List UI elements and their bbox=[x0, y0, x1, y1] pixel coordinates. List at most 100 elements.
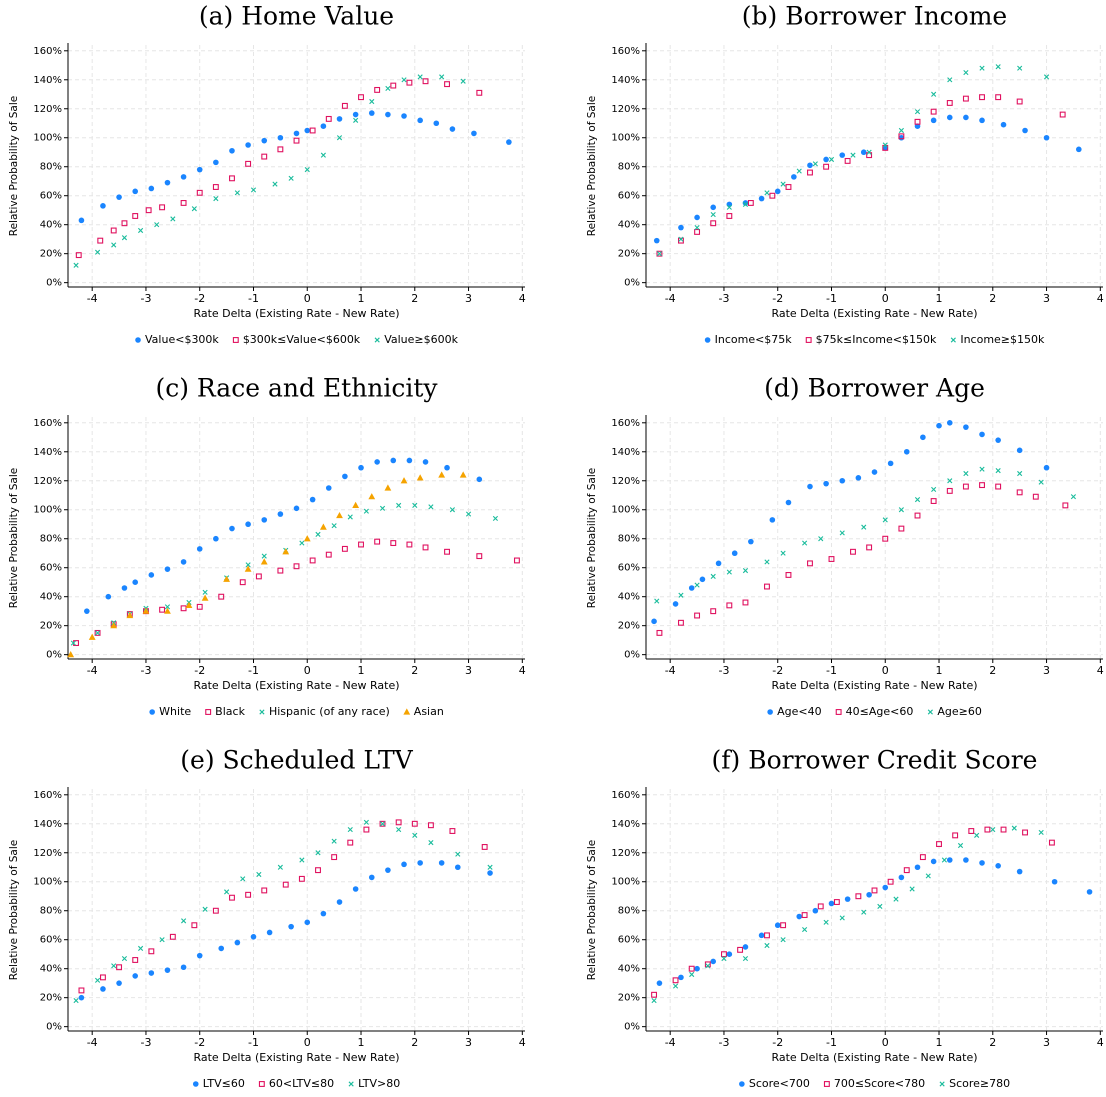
point bbox=[261, 887, 268, 894]
point bbox=[460, 78, 466, 84]
legend-label: Asian bbox=[414, 705, 444, 718]
point bbox=[73, 262, 79, 268]
point bbox=[710, 608, 717, 615]
point bbox=[715, 560, 722, 567]
point bbox=[1043, 464, 1050, 471]
point bbox=[677, 237, 684, 244]
point bbox=[476, 476, 483, 483]
point bbox=[812, 161, 818, 167]
point bbox=[946, 114, 953, 121]
x-tick-label: -2 bbox=[772, 292, 783, 305]
point bbox=[812, 907, 819, 914]
point bbox=[1016, 447, 1023, 454]
x-axis-title: Rate Delta (Existing Rate - New Rate) bbox=[193, 307, 399, 320]
x-axis-title: Rate Delta (Existing Rate - New Rate) bbox=[771, 1051, 977, 1064]
point bbox=[390, 457, 397, 464]
y-tick-label: 40% bbox=[618, 220, 640, 231]
x-tick-label: -2 bbox=[772, 1036, 783, 1049]
x-tick-label: 2 bbox=[411, 1036, 418, 1049]
point bbox=[930, 858, 937, 865]
point bbox=[866, 891, 872, 898]
point bbox=[898, 127, 904, 134]
legend-label: $75k≤Income<$150k bbox=[816, 333, 937, 346]
legend-marker bbox=[135, 337, 141, 343]
point bbox=[694, 228, 701, 235]
point bbox=[689, 971, 695, 978]
point bbox=[920, 434, 926, 441]
point bbox=[224, 889, 230, 895]
x-tick-label: 1 bbox=[936, 664, 943, 677]
x-tick-label: 4 bbox=[519, 664, 526, 677]
point bbox=[780, 937, 786, 943]
point bbox=[218, 945, 225, 952]
point bbox=[1038, 479, 1044, 485]
point bbox=[245, 142, 251, 148]
point bbox=[963, 470, 969, 477]
point bbox=[449, 507, 456, 513]
point bbox=[487, 870, 493, 876]
point bbox=[785, 572, 792, 578]
point bbox=[839, 477, 846, 484]
x-tick-label: 3 bbox=[465, 1036, 472, 1049]
point bbox=[293, 130, 300, 137]
point bbox=[433, 120, 440, 127]
point bbox=[979, 466, 985, 472]
chart-title: (e) Scheduled LTV bbox=[180, 746, 413, 775]
point bbox=[229, 525, 235, 532]
point bbox=[438, 471, 446, 478]
x-tick-label: -3 bbox=[718, 292, 729, 305]
x-tick-label: -1 bbox=[248, 292, 259, 305]
legend-marker bbox=[258, 1081, 265, 1087]
point bbox=[293, 563, 300, 570]
y-tick-label: 160% bbox=[33, 46, 62, 57]
y-tick-label: 0% bbox=[46, 1022, 62, 1033]
panel: (a) Home Value 0% 20% 40% 60% 80% 100% 120% 140%… bbox=[8, 2, 526, 347]
point bbox=[1016, 868, 1023, 875]
point bbox=[694, 965, 700, 972]
point bbox=[747, 200, 754, 206]
x-tick-label: 0 bbox=[304, 1036, 311, 1049]
x-tick-label: -3 bbox=[140, 292, 151, 305]
x-tick-label: -4 bbox=[665, 1036, 676, 1049]
x-tick-label: 2 bbox=[989, 292, 996, 305]
point bbox=[823, 480, 829, 487]
point bbox=[427, 822, 434, 829]
y-tick-label: 0% bbox=[46, 278, 62, 289]
point bbox=[309, 557, 316, 564]
point bbox=[325, 485, 332, 491]
point bbox=[352, 111, 359, 118]
point bbox=[347, 514, 353, 520]
point bbox=[319, 523, 327, 530]
point bbox=[261, 137, 268, 144]
point bbox=[726, 602, 733, 609]
point bbox=[465, 511, 472, 517]
point bbox=[422, 459, 429, 465]
x-tick-label: -1 bbox=[248, 1036, 259, 1049]
point bbox=[909, 886, 915, 892]
point bbox=[764, 559, 770, 565]
point bbox=[758, 195, 765, 202]
point bbox=[369, 98, 375, 105]
point bbox=[169, 933, 176, 940]
point bbox=[492, 515, 499, 522]
point bbox=[726, 201, 733, 208]
point bbox=[828, 900, 835, 907]
point bbox=[654, 598, 660, 604]
point bbox=[656, 251, 663, 257]
point bbox=[132, 579, 139, 585]
point bbox=[400, 477, 408, 484]
legend-marker bbox=[205, 709, 212, 715]
point bbox=[742, 599, 749, 606]
point bbox=[406, 457, 413, 464]
point bbox=[180, 964, 187, 971]
point bbox=[807, 483, 813, 490]
legend-label: LTV≤60 bbox=[203, 1077, 245, 1090]
point bbox=[110, 227, 117, 234]
legend-marker bbox=[927, 709, 933, 715]
y-tick-label: 0% bbox=[46, 650, 62, 661]
y-tick-label: 60% bbox=[618, 191, 640, 202]
point bbox=[111, 963, 117, 969]
panel: (d) Borrower Age0%20%40%60%80%100%120%14… bbox=[586, 374, 1104, 719]
point bbox=[331, 523, 337, 529]
